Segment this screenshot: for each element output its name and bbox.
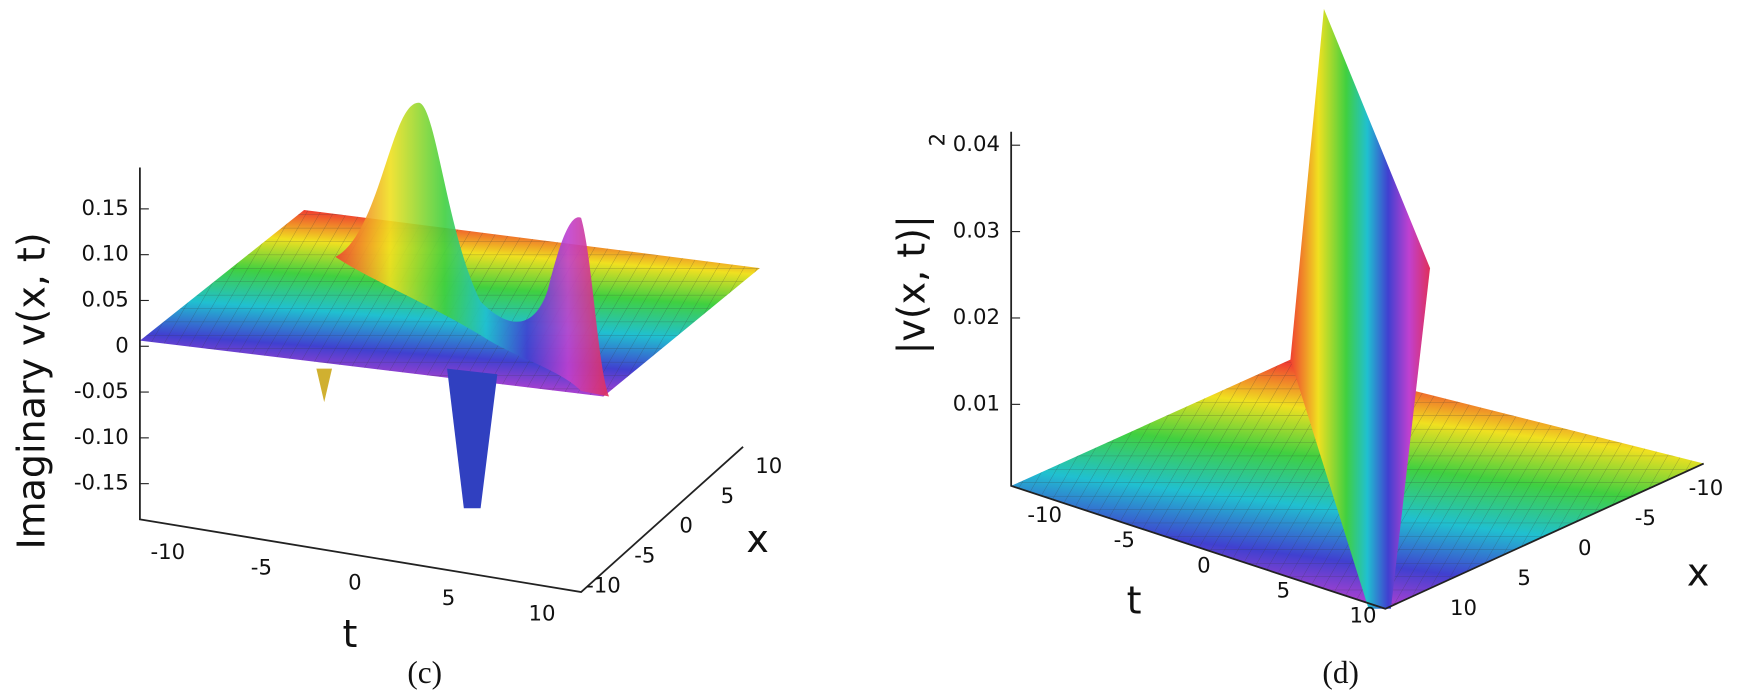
x-tick-label: 5 (721, 484, 735, 509)
x-tick-label: 10 (755, 454, 782, 479)
z-tick-label: 0.05 (81, 287, 128, 312)
surface-c (139, 102, 760, 509)
x-axis-label: x (746, 517, 768, 561)
t-tick-label: -10 (1027, 503, 1062, 528)
x-tick-label: -10 (1689, 476, 1724, 501)
x-axis-label: x (1687, 551, 1709, 595)
t-tick-label: -10 (150, 540, 185, 565)
z-axis-label: Imaginary v(x, t) (9, 232, 53, 549)
surface-d (1011, 8, 1704, 609)
x-tick-label: -10 (586, 573, 621, 598)
z-tick-label: 0.10 (81, 242, 128, 267)
x-tick-label: -5 (634, 544, 655, 569)
panel-label: (d) (1322, 655, 1358, 690)
z-tick-label: 0.04 (953, 132, 1000, 157)
z-tick-label: 0.15 (81, 196, 128, 221)
panel-label: (c) (407, 655, 442, 690)
x-tick-label: 10 (1450, 596, 1477, 621)
t-tick-label: 5 (442, 586, 456, 611)
z-tick-label: -0.10 (74, 425, 129, 450)
t-axis-label: t (342, 612, 357, 656)
z-axis-label: |v(x, t)| (889, 215, 934, 354)
axes-c (139, 167, 744, 593)
z-tick-label: -0.05 (74, 379, 129, 404)
x-tick-label: 0 (679, 514, 693, 539)
x-tick-label: -5 (1635, 506, 1656, 531)
z-tick-label: 0.02 (953, 305, 1000, 330)
x-tick-label: 5 (1517, 566, 1531, 591)
z-axis-exponent: 2 (926, 133, 951, 147)
z-tick-label: 0 (115, 333, 129, 358)
z-tick-label: 0.03 (953, 219, 1000, 244)
t-tick-label: -5 (1114, 528, 1135, 553)
z-tick-label: 0.01 (953, 391, 1000, 416)
t-tick-label: 10 (1349, 604, 1376, 629)
t-tick-label: -5 (251, 555, 272, 580)
axes-d (1010, 131, 1705, 610)
t-tick-label: 0 (348, 571, 362, 596)
t-tick-label: 10 (529, 601, 556, 626)
x-tick-label: 0 (1578, 536, 1592, 561)
z-tick-label: -0.15 (74, 471, 129, 496)
t-tick-label: 0 (1197, 553, 1211, 578)
t-tick-label: 5 (1277, 578, 1291, 603)
t-axis-label: t (1127, 579, 1142, 623)
